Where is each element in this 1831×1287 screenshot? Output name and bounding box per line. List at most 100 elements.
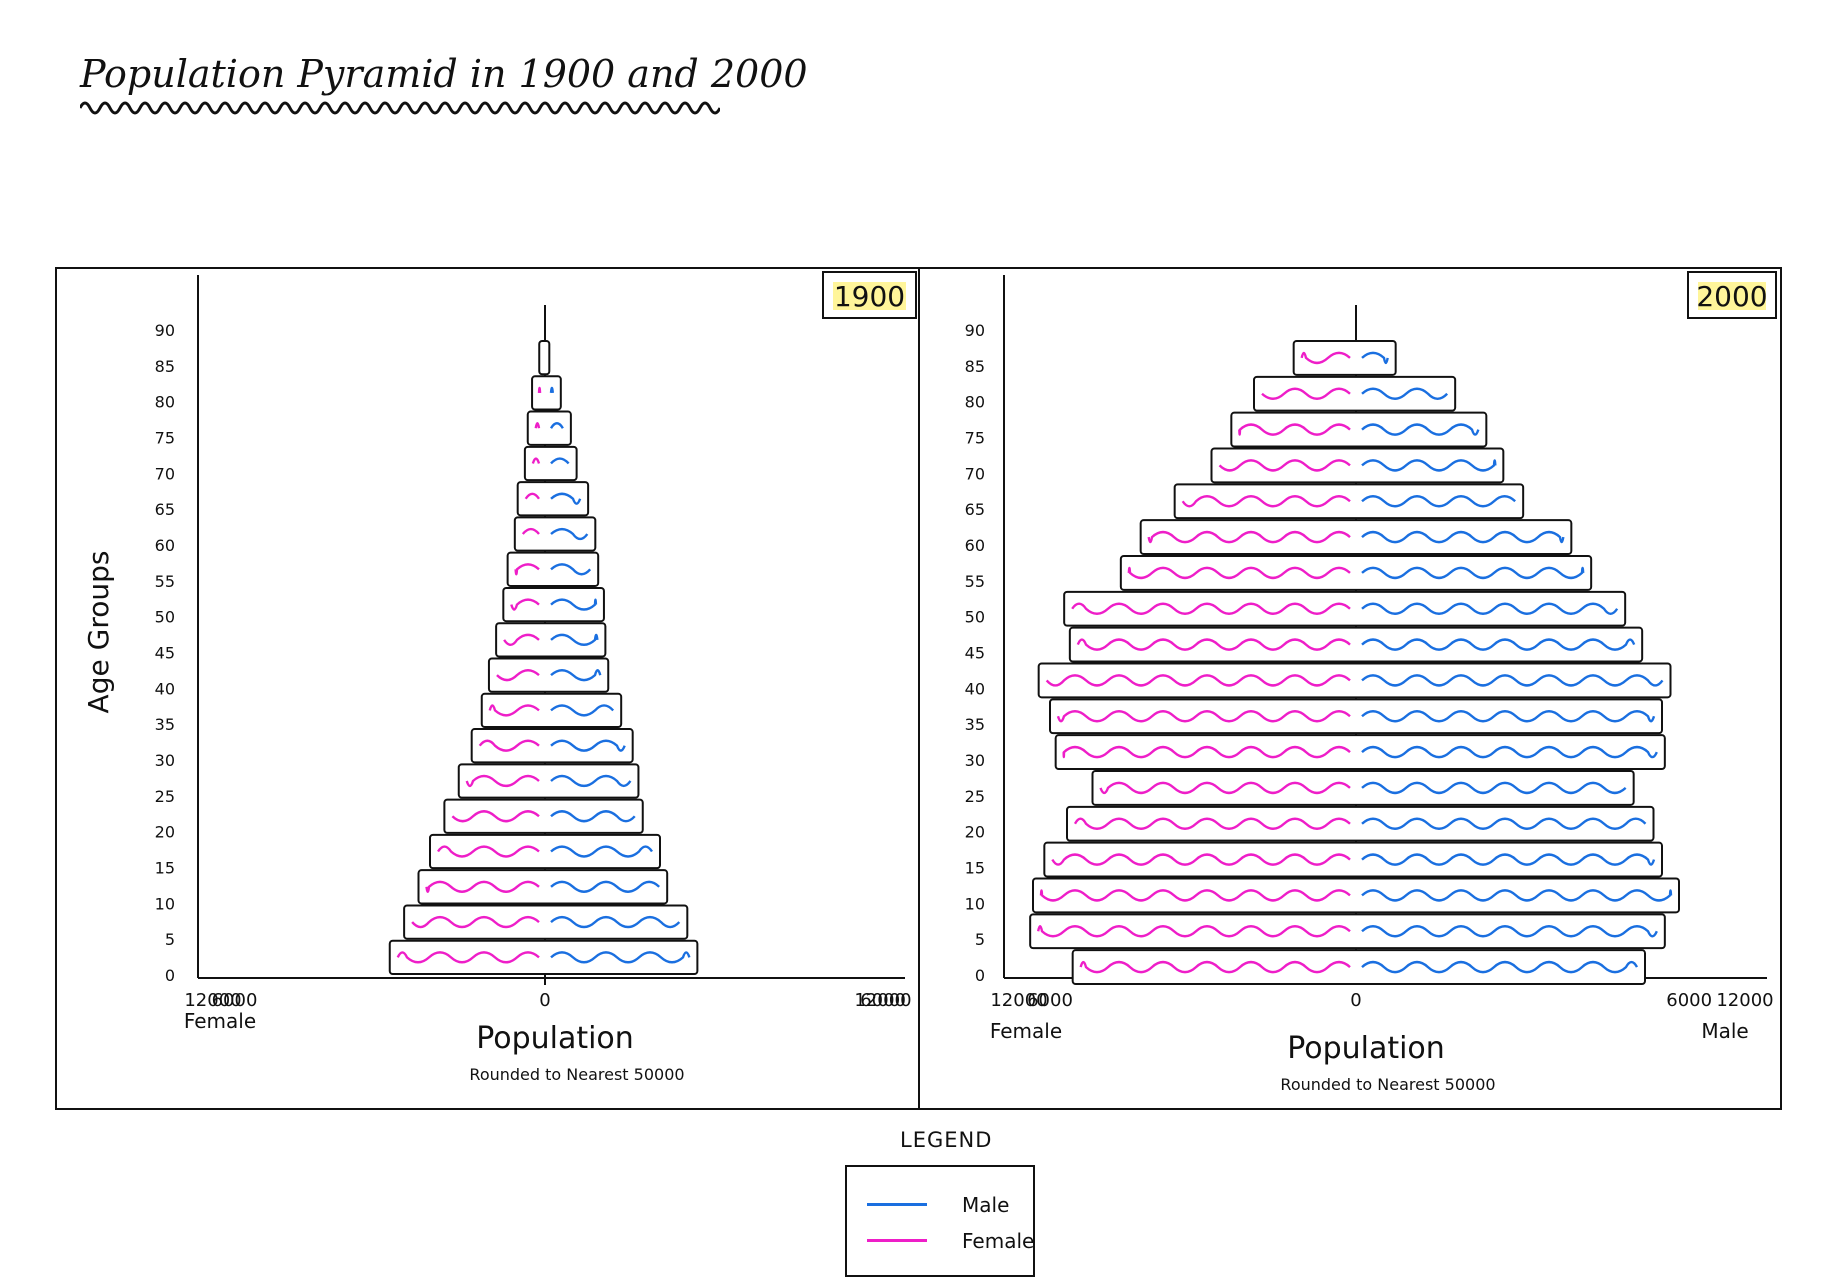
female-bar-age-0 <box>1079 960 1351 974</box>
x-tick-label: 6000 <box>1666 990 1712 1011</box>
x-tick-label: 6000 <box>212 990 258 1011</box>
male-bar-age-0 <box>550 951 691 964</box>
x-tick-label: 12000 <box>1716 990 1773 1011</box>
male-bar-age-0 <box>1361 960 1639 974</box>
bar-age-5 <box>403 904 689 940</box>
legend-label-female: Female <box>962 1229 1035 1253</box>
age-tick-label: 80 <box>155 393 175 412</box>
age-tick-label: 35 <box>155 715 175 734</box>
female-bar-age-55 <box>1127 566 1351 580</box>
x-axis-title: Population <box>1287 1031 1445 1066</box>
x-tick-label: 0 <box>1350 990 1361 1011</box>
age-tick-label: 50 <box>155 608 175 627</box>
male-bar-age-40 <box>550 669 602 682</box>
male-bar-age-80 <box>549 386 555 394</box>
age-tick-label: 90 <box>965 321 985 340</box>
female-bar-age-40 <box>1045 674 1351 687</box>
male-bar-age-75 <box>549 422 564 429</box>
age-tick-label: 0 <box>975 966 985 985</box>
age-tick-label: 90 <box>155 321 175 340</box>
female-bar-age-35 <box>1056 710 1351 723</box>
bar-age-15 <box>429 833 661 870</box>
female-bar-age-85 <box>1300 351 1351 365</box>
bar-age-35 <box>1049 698 1663 735</box>
male-bar-age-80 <box>1361 387 1449 400</box>
bar-age-40 <box>1037 662 1672 699</box>
male-bar-age-5 <box>550 915 681 929</box>
bar-age-55 <box>1119 555 1593 591</box>
male-bar-age-25 <box>550 774 632 788</box>
female-bar-age-65 <box>524 492 540 500</box>
age-tick-label: 5 <box>975 930 985 949</box>
age-tick-label: 20 <box>965 823 985 842</box>
bar-age-20 <box>443 798 644 834</box>
female-bar-age-55 <box>514 563 540 576</box>
male-bar-age-35 <box>550 704 615 717</box>
bar-age-15 <box>1043 841 1664 878</box>
male-bar-age-55 <box>1361 566 1585 580</box>
female-bar-age-45 <box>503 633 540 646</box>
age-tick-label: 70 <box>155 464 175 483</box>
age-tick-label: 25 <box>965 787 985 806</box>
bar-age-70 <box>1210 447 1505 484</box>
female-bar-age-15 <box>436 845 540 858</box>
x-axis-title: Population <box>476 1021 634 1056</box>
bar-age-30 <box>1054 734 1666 771</box>
female-bar-age-25 <box>1099 781 1351 795</box>
age-tick-label: 5 <box>165 930 175 949</box>
bar-age-60 <box>513 516 597 552</box>
bar-age-75 <box>526 410 572 446</box>
male-bar-age-10 <box>1361 889 1673 902</box>
female-bar-age-60 <box>1147 530 1351 544</box>
male-bar-age-40 <box>1361 674 1664 687</box>
bar-age-40 <box>487 657 610 693</box>
female-bar-age-75 <box>534 422 541 429</box>
male-bar-age-20 <box>550 810 636 823</box>
female-bar-age-50 <box>1071 602 1351 615</box>
age-tick-label: 25 <box>155 787 175 806</box>
age-tick-label: 15 <box>155 859 175 878</box>
female-bar-age-20 <box>451 810 540 823</box>
bar-age-10 <box>1032 877 1680 914</box>
bar-age-85 <box>1292 340 1397 376</box>
bar-age-55 <box>506 551 600 587</box>
bar-age-50 <box>502 586 605 623</box>
age-tick-label: 40 <box>155 679 175 698</box>
female-bar-age-10 <box>425 880 540 893</box>
age-tick-label: 50 <box>965 608 985 627</box>
male-bar-age-50 <box>550 598 598 611</box>
male-bar-age-65 <box>550 492 582 505</box>
male-bar-age-45 <box>550 633 599 646</box>
female-bar-age-10 <box>1039 889 1351 902</box>
male-bar-age-35 <box>1361 710 1656 723</box>
female-bar-age-40 <box>496 669 540 682</box>
age-tick-label: 80 <box>965 393 985 412</box>
male-bar-age-65 <box>1361 495 1516 508</box>
male-bar-age-50 <box>1361 602 1619 615</box>
bar-age-0 <box>1071 949 1646 986</box>
y-axis-title: Age Groups <box>82 551 115 714</box>
chart-frame <box>918 267 1782 1110</box>
female-bar-age-20 <box>1073 817 1351 830</box>
age-tick-label: 75 <box>155 429 175 448</box>
male-bar-age-10 <box>550 880 661 893</box>
legend-title: LEGEND <box>900 1128 993 1152</box>
charts-area: 1900051015202530354045505560657075808590… <box>55 267 1782 1110</box>
age-tick-label: 55 <box>155 572 175 591</box>
age-tick-label: 40 <box>965 679 985 698</box>
male-bar-age-75 <box>1361 423 1480 436</box>
female-bar-age-5 <box>1036 925 1351 938</box>
x-side-label-female: Female <box>990 1019 1062 1043</box>
age-tick-label: 10 <box>155 894 175 913</box>
female-bar-age-75 <box>1238 423 1351 436</box>
age-tick-label: 60 <box>155 536 175 555</box>
male-bar-age-85 <box>1361 351 1389 365</box>
x-tick-label: 12000 <box>990 990 1047 1011</box>
x-tick-label: 6000 <box>1027 990 1073 1011</box>
male-bar-age-70 <box>1361 459 1497 472</box>
bar-age-45 <box>495 622 607 658</box>
female-bar-age-80 <box>537 386 542 393</box>
age-tick-label: 10 <box>965 894 985 913</box>
pyramid-chart-1900: 1900 0 5 10 15 20 25 30 35 40 45 50 55 60 65 70 75 80 85 90… <box>55 267 920 1110</box>
page-title: Population Pyramid in 1900 and 2000 <box>80 52 808 96</box>
